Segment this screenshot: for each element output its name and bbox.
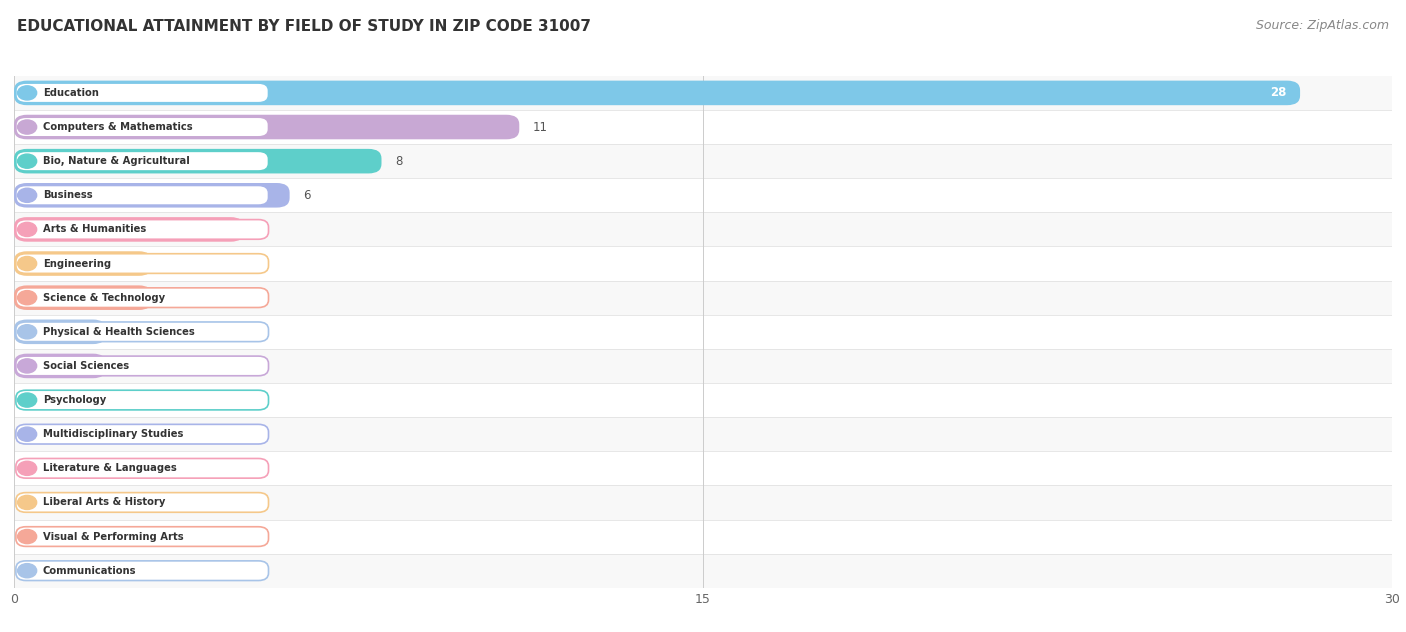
Text: Bio, Nature & Agricultural: Bio, Nature & Agricultural — [44, 156, 190, 166]
FancyBboxPatch shape — [14, 183, 290, 207]
Text: EDUCATIONAL ATTAINMENT BY FIELD OF STUDY IN ZIP CODE 31007: EDUCATIONAL ATTAINMENT BY FIELD OF STUDY… — [17, 19, 591, 34]
Circle shape — [18, 154, 37, 168]
Text: Communications: Communications — [44, 566, 136, 576]
FancyBboxPatch shape — [14, 320, 105, 344]
Bar — [14, 212, 1392, 246]
Text: 0: 0 — [28, 564, 35, 577]
Text: 0: 0 — [28, 496, 35, 509]
Text: Visual & Performing Arts: Visual & Performing Arts — [44, 532, 184, 542]
Text: 0: 0 — [28, 530, 35, 543]
Circle shape — [18, 291, 37, 305]
Text: Literature & Languages: Literature & Languages — [44, 463, 177, 473]
FancyBboxPatch shape — [15, 561, 269, 581]
Text: Engineering: Engineering — [44, 258, 111, 269]
FancyBboxPatch shape — [14, 149, 381, 173]
Circle shape — [18, 257, 37, 270]
Text: 0: 0 — [28, 462, 35, 475]
FancyBboxPatch shape — [15, 219, 269, 240]
Circle shape — [18, 461, 37, 475]
Text: Arts & Humanities: Arts & Humanities — [44, 224, 146, 234]
Circle shape — [18, 222, 37, 236]
Text: Education: Education — [44, 88, 98, 98]
Circle shape — [18, 359, 37, 373]
Text: 28: 28 — [1270, 87, 1286, 99]
Bar — [14, 383, 1392, 417]
Text: 0: 0 — [28, 428, 35, 441]
Text: Liberal Arts & History: Liberal Arts & History — [44, 497, 166, 507]
Circle shape — [18, 495, 37, 509]
Bar — [14, 349, 1392, 383]
FancyBboxPatch shape — [14, 286, 152, 310]
Bar — [14, 315, 1392, 349]
Circle shape — [18, 325, 37, 339]
Text: 2: 2 — [120, 360, 127, 372]
Text: Science & Technology: Science & Technology — [44, 293, 165, 303]
Text: Physical & Health Sciences: Physical & Health Sciences — [44, 327, 194, 337]
Bar — [14, 76, 1392, 110]
Text: 3: 3 — [166, 291, 173, 304]
Text: Psychology: Psychology — [44, 395, 107, 405]
Text: 11: 11 — [533, 121, 548, 133]
FancyBboxPatch shape — [15, 288, 269, 308]
Bar — [14, 281, 1392, 315]
Text: Computers & Mathematics: Computers & Mathematics — [44, 122, 193, 132]
Text: 6: 6 — [304, 189, 311, 202]
FancyBboxPatch shape — [15, 322, 269, 342]
Text: 5: 5 — [257, 223, 264, 236]
FancyBboxPatch shape — [15, 390, 269, 410]
FancyBboxPatch shape — [15, 526, 269, 547]
Bar — [14, 417, 1392, 451]
FancyBboxPatch shape — [14, 81, 1301, 105]
Circle shape — [18, 564, 37, 578]
FancyBboxPatch shape — [14, 217, 243, 241]
Text: 8: 8 — [395, 155, 402, 167]
FancyBboxPatch shape — [14, 115, 519, 139]
FancyBboxPatch shape — [15, 458, 269, 478]
FancyBboxPatch shape — [15, 424, 269, 444]
Circle shape — [18, 86, 37, 100]
Circle shape — [18, 427, 37, 441]
Bar — [14, 520, 1392, 554]
Bar — [14, 178, 1392, 212]
FancyBboxPatch shape — [14, 252, 152, 276]
FancyBboxPatch shape — [15, 253, 269, 274]
Circle shape — [18, 188, 37, 202]
FancyBboxPatch shape — [15, 185, 269, 205]
FancyBboxPatch shape — [15, 492, 269, 513]
Bar — [14, 554, 1392, 588]
Text: Business: Business — [44, 190, 93, 200]
Bar — [14, 485, 1392, 520]
Text: Social Sciences: Social Sciences — [44, 361, 129, 371]
Bar — [14, 451, 1392, 485]
Bar — [14, 110, 1392, 144]
Bar — [14, 246, 1392, 281]
Circle shape — [18, 393, 37, 407]
Text: 0: 0 — [28, 394, 35, 406]
FancyBboxPatch shape — [15, 83, 269, 103]
Circle shape — [18, 530, 37, 544]
FancyBboxPatch shape — [14, 354, 105, 378]
Text: 2: 2 — [120, 325, 127, 338]
Bar — [14, 144, 1392, 178]
FancyBboxPatch shape — [15, 151, 269, 171]
Text: Source: ZipAtlas.com: Source: ZipAtlas.com — [1256, 19, 1389, 32]
Text: 3: 3 — [166, 257, 173, 270]
Text: Multidisciplinary Studies: Multidisciplinary Studies — [44, 429, 183, 439]
Circle shape — [18, 120, 37, 134]
FancyBboxPatch shape — [15, 356, 269, 376]
FancyBboxPatch shape — [15, 117, 269, 137]
